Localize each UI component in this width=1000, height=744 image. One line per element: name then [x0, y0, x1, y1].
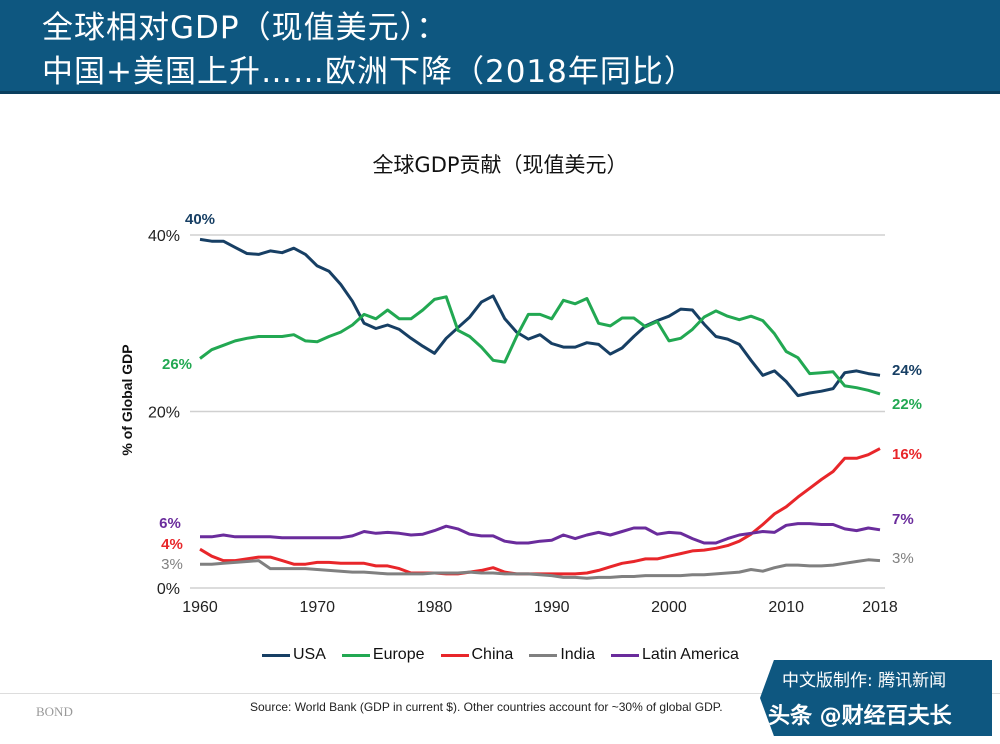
- slide-title-line2: 中国+美国上升……欧洲下降（2018年同比）: [42, 54, 696, 90]
- badge-line2: 头条 @财经百夫长: [768, 704, 952, 729]
- series-line-china: [199, 447, 881, 576]
- legend-swatch: [341, 653, 370, 657]
- series-line-latin-america: [200, 522, 881, 545]
- end-value-label: 3%: [892, 550, 914, 567]
- legend-label: Latin America: [642, 646, 739, 663]
- legend-item: China: [440, 646, 514, 664]
- x-tick-label: 1980: [417, 599, 453, 616]
- legend-item: Latin America: [611, 646, 739, 664]
- legend-swatch: [440, 653, 469, 657]
- legend-item: India: [529, 646, 595, 664]
- x-tick-label: 2010: [768, 599, 804, 616]
- end-value-label: 16%: [892, 446, 922, 463]
- series-line-usa: [199, 237, 881, 398]
- series-line-europe: [199, 295, 881, 396]
- tencent-news-badge: 中文版制作: 腾讯新闻 头条 @财经百夫长: [760, 660, 992, 736]
- x-tick-label: 2000: [651, 599, 687, 616]
- source-note: Source: World Bank (GDP in current $). O…: [250, 700, 723, 714]
- slide-title-line1: 全球相对GDP（现值美元）：: [42, 10, 449, 46]
- legend-label: Europe: [372, 646, 425, 663]
- bond-logo: BOND: [36, 704, 73, 719]
- start-value-label: 26%: [162, 356, 192, 373]
- y-tick-label: 40%: [148, 228, 180, 245]
- legend-swatch: [529, 653, 558, 657]
- x-tick-label: 2018: [862, 599, 898, 616]
- y-tick-label: 20%: [148, 405, 180, 422]
- chart-legend: USA Europe China India Latin America: [262, 646, 739, 664]
- legend-swatch: [262, 653, 290, 657]
- y-tick-label: 0%: [157, 581, 180, 598]
- end-value-label: 7%: [892, 511, 914, 528]
- end-value-label: 24%: [892, 362, 922, 379]
- series-line-india: [200, 558, 881, 580]
- legend-item: USA: [262, 646, 326, 664]
- legend-label: USA: [293, 646, 326, 663]
- legend-swatch: [611, 653, 640, 657]
- start-value-label: 3%: [161, 556, 183, 573]
- x-tick-label: 1960: [182, 599, 218, 616]
- x-tick-label: 1990: [534, 599, 570, 616]
- legend-label: China: [471, 646, 514, 663]
- start-value-label: 40%: [185, 211, 215, 228]
- start-value-label: 4%: [161, 536, 183, 553]
- footer-divider: [0, 693, 1000, 694]
- legend-label: India: [560, 646, 596, 663]
- badge-line1: 中文版制作: 腾讯新闻: [782, 671, 947, 691]
- x-tick-label: 1970: [299, 599, 335, 616]
- y-axis-title: % of Global GDP: [119, 344, 135, 455]
- legend-item: Europe: [341, 646, 425, 664]
- chart-title: 全球GDP贡献（现值美元）: [372, 153, 627, 177]
- start-value-label: 6%: [159, 515, 181, 532]
- end-value-label: 22%: [892, 396, 922, 413]
- slide-header: 全球相对GDP（现值美元）： 中国+美国上升……欧洲下降（2018年同比）: [0, 0, 1000, 94]
